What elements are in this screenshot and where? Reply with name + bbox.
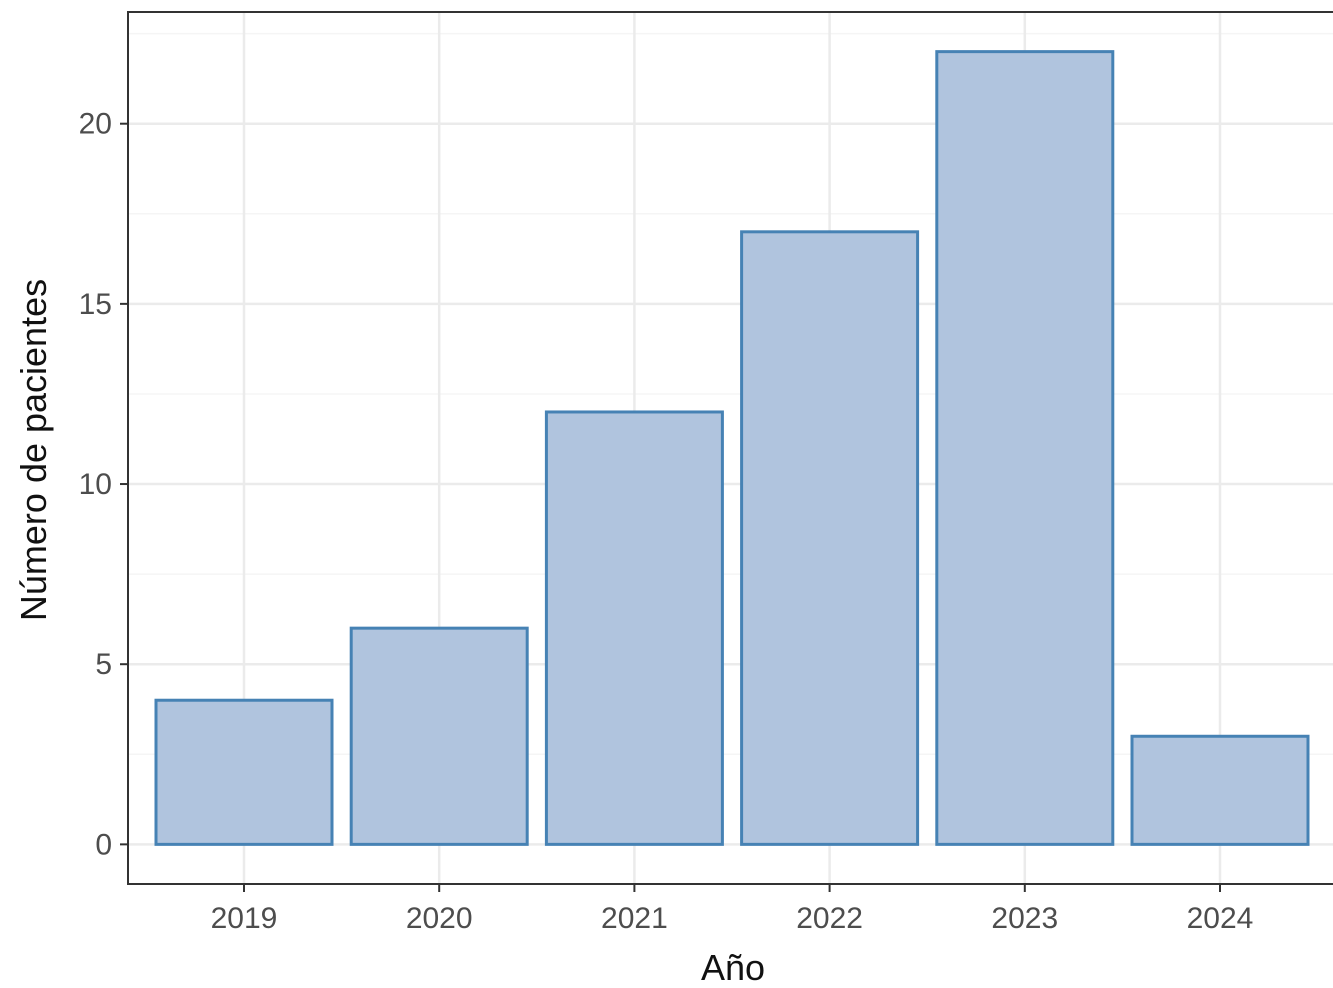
x-tick-label: 2019: [211, 902, 278, 935]
bar-2019: [154, 698, 334, 846]
panel-border: [127, 11, 1333, 885]
x-tick-label: 2021: [601, 902, 668, 935]
bar-2024: [1130, 734, 1310, 846]
y-tick-label: 20: [79, 108, 112, 141]
bar-2021: [544, 410, 724, 846]
x-tick-label: 2024: [1187, 902, 1254, 935]
bar-2023: [935, 50, 1115, 846]
y-tick-label: 10: [79, 468, 112, 501]
x-tick-label: 2023: [991, 902, 1058, 935]
y-axis-title: Número de pacientes: [13, 279, 54, 621]
x-axis-title: Año: [701, 947, 765, 988]
x-tick-label: 2022: [796, 902, 863, 935]
bar-2020: [349, 626, 529, 846]
bar-2022: [740, 230, 920, 846]
axes: 0 5 10 15 20 2019 2020 2021 2022 2023 2024: [79, 108, 1254, 935]
x-tick-label: 2020: [406, 902, 473, 935]
y-tick-label: 0: [95, 828, 112, 861]
bars: [154, 50, 1310, 846]
y-tick-label: 15: [79, 288, 112, 321]
y-tick-label: 5: [95, 648, 112, 681]
